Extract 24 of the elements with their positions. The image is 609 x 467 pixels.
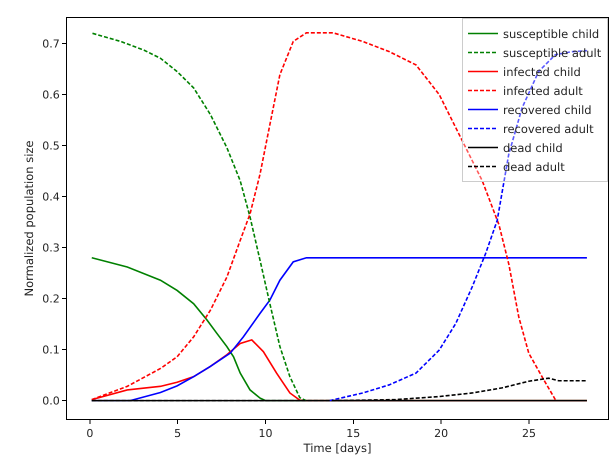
x-tick-label: 10	[258, 427, 272, 440]
y-tick-label: 0.2	[42, 292, 60, 306]
x-tick-label: 20	[434, 427, 448, 440]
legend-label: recovered adult	[503, 122, 594, 136]
x-tick-label: 15	[346, 427, 360, 440]
y-tick-label: 0.7	[42, 37, 60, 50]
legend-label: susceptible child	[503, 26, 600, 41]
legend-label: infected child	[503, 64, 581, 79]
y-tick-label: 0.4	[42, 190, 60, 204]
legend-label: recovered child	[503, 102, 592, 117]
y-tick-label: 0.0	[42, 394, 60, 408]
y-axis-title: Normalized population size	[22, 140, 36, 297]
x-tick-label: 5	[174, 427, 182, 440]
x-tick-label: 0	[86, 427, 94, 440]
y-tick-label: 0.3	[42, 241, 60, 254]
x-tick-label: 25	[522, 427, 536, 440]
y-tick-label: 0.6	[42, 88, 60, 102]
legend-label: dead child	[503, 140, 563, 155]
legend-label: susceptible adult	[503, 46, 602, 60]
y-tick-label: 0.5	[42, 139, 60, 152]
legend-label: dead adult	[503, 160, 566, 174]
x-axis-title: Time [days]	[302, 440, 372, 455]
y-tick-label: 0.1	[42, 343, 60, 356]
legend-label: infected adult	[503, 84, 584, 98]
